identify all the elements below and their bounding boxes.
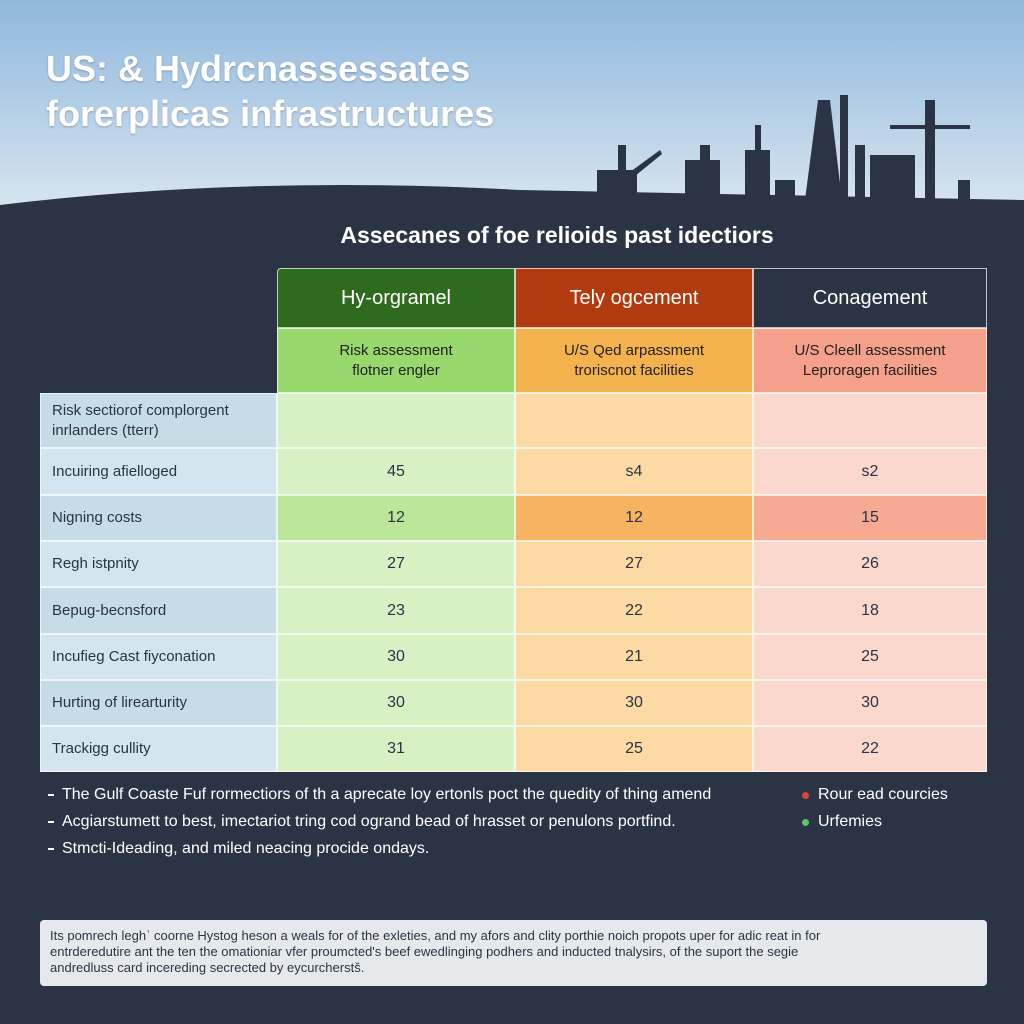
note-text: The Gulf Coaste Fuf rormectiors of th a … xyxy=(62,786,712,803)
row-label: Nigning costs xyxy=(40,495,277,541)
legend-marker xyxy=(802,792,809,799)
footer-line: entrderedutire ant the ten the omationia… xyxy=(50,944,799,959)
subheader-line: U/S Cleell assessment xyxy=(794,341,946,359)
note-text: Acgiarstumett to best, imectariot tring … xyxy=(62,813,676,830)
cell-value: s2 xyxy=(861,462,879,480)
cell-value: s4 xyxy=(625,462,643,480)
note-text: Stmcti-Ideading, and miled neacing proci… xyxy=(62,840,430,857)
cell-value: 31 xyxy=(387,740,405,757)
sky-background xyxy=(0,0,1024,230)
cell-value: 12 xyxy=(387,509,405,526)
cell-value: 30 xyxy=(625,694,643,711)
row-label-line: Regh istpnity xyxy=(52,555,139,572)
row-label-line: Incuiring afielloged xyxy=(52,462,178,480)
subheader-line: Risk assessment xyxy=(339,341,453,359)
page-title: forerplicas infrastructures xyxy=(46,93,495,134)
table-cell: 25 xyxy=(753,634,987,680)
cell-value: 21 xyxy=(625,648,643,665)
table-cell: 21 xyxy=(515,634,753,680)
table-cell: s4 xyxy=(515,448,753,495)
footer-box: Its pomrech leghʿ coorne Hystog heson a … xyxy=(40,920,987,986)
table-cell: 27 xyxy=(277,541,515,587)
subheader-line: flotner engler xyxy=(352,361,440,379)
table-cell: 30 xyxy=(277,634,515,680)
column-subheader: Risk assessment flotner engler xyxy=(277,328,515,393)
table-cell: 26 xyxy=(753,541,987,587)
cell-value: 27 xyxy=(625,555,643,572)
table-title: Assecanes of foe relioids past idectiors xyxy=(340,222,774,248)
column-header cell: Hy-orgramel xyxy=(277,268,515,328)
cell-value: 45 xyxy=(387,462,405,480)
cell-value: 22 xyxy=(625,601,643,619)
row-label-line: Hurting of lirearturity xyxy=(52,694,188,711)
table-cell: 30 xyxy=(515,680,753,726)
footer-line: Its pomrech leghʿ coorne Hystog heson a … xyxy=(50,928,821,943)
note: Stmcti-Ideading, and miled neacing proci… xyxy=(48,840,429,858)
row-label: Regh istpnity xyxy=(40,541,277,587)
column-subheader: U/S Qed arpassment troriscnot facilities xyxy=(515,328,753,393)
legend-label: Rour ead courcies xyxy=(818,786,948,803)
cell-value: 30 xyxy=(387,648,405,665)
column-header cell: Conagement xyxy=(753,268,987,328)
note: The Gulf Coaste Fuf rormectiors of th a … xyxy=(48,786,711,804)
table-cell: 22 xyxy=(753,726,987,772)
row-label: Trackigg cullity xyxy=(40,726,277,772)
cell-value: 22 xyxy=(861,740,879,757)
row-label-line: inrlanders (tterr) xyxy=(52,421,159,439)
cell-value: 18 xyxy=(861,601,879,619)
table-cell xyxy=(753,393,987,448)
legend-label: Urfemies xyxy=(818,813,883,830)
row-label: Risk sectiorof complorgent inrlanders (tt… xyxy=(40,393,277,448)
table-cell: 12 xyxy=(515,495,753,541)
cell-value: 25 xyxy=(625,740,643,757)
subheader-line: U/S Qed arpassment xyxy=(563,341,705,359)
subheader-line: Leproragen facilities xyxy=(802,361,938,379)
table-cell: s2 xyxy=(753,448,987,495)
row-label: Bepug-becnsford xyxy=(40,587,277,634)
table-cell: 18 xyxy=(753,587,987,634)
table-cell: 30 xyxy=(277,680,515,726)
table-cell xyxy=(515,393,753,448)
cell-value: 25 xyxy=(861,648,879,665)
table-cell: 30 xyxy=(753,680,987,726)
cell-value: 15 xyxy=(861,509,879,526)
table-cell: 15 xyxy=(753,495,987,541)
row-label-line: Nigning costs xyxy=(52,509,143,526)
row-label: Incuiring afielloged xyxy=(40,448,277,495)
table-cell: 31 xyxy=(277,726,515,772)
table-cell: 22 xyxy=(515,587,753,634)
legend-marker xyxy=(802,819,809,826)
row-label-line: Bepug-becnsford xyxy=(52,601,167,619)
note: Acgiarstumett to best, imectariot tring … xyxy=(48,813,676,831)
table-cell xyxy=(277,393,515,448)
row-label-line: Trackigg cullity xyxy=(52,740,151,757)
row-label: Incufieg Cast fiyconation xyxy=(40,634,277,680)
cell-value: 23 xyxy=(387,601,405,619)
table-cell: 23 xyxy=(277,587,515,634)
column-header cell: Tely ogcement xyxy=(515,268,753,328)
table-cell: 12 xyxy=(277,495,515,541)
table-cell: 27 xyxy=(515,541,753,587)
cell-value: 27 xyxy=(387,555,405,572)
cell-value: 26 xyxy=(861,555,879,572)
cell-value: 30 xyxy=(861,694,879,711)
cell-value: 12 xyxy=(625,509,643,526)
note-bullet xyxy=(48,847,54,850)
table-cell: 45 xyxy=(277,448,515,495)
row-label-line: Incufieg Cast fiyconation xyxy=(52,648,216,665)
note-bullet xyxy=(48,820,54,823)
row-label: Hurting of lirearturity xyxy=(40,680,277,726)
row-label-line: Risk sectiorof complorgent xyxy=(52,401,229,419)
column-subheader: U/S Cleell assessment Leproragen faciliti… xyxy=(753,328,987,393)
page-title: US: & Hydrcnassessates xyxy=(46,48,471,89)
note-bullet xyxy=(48,793,54,796)
cell-value: 30 xyxy=(387,694,405,711)
footer-line: andredluss card incereding secrected by … xyxy=(50,960,365,975)
subheader-line: troriscnot facilities xyxy=(574,361,694,379)
table-cell: 25 xyxy=(515,726,753,772)
